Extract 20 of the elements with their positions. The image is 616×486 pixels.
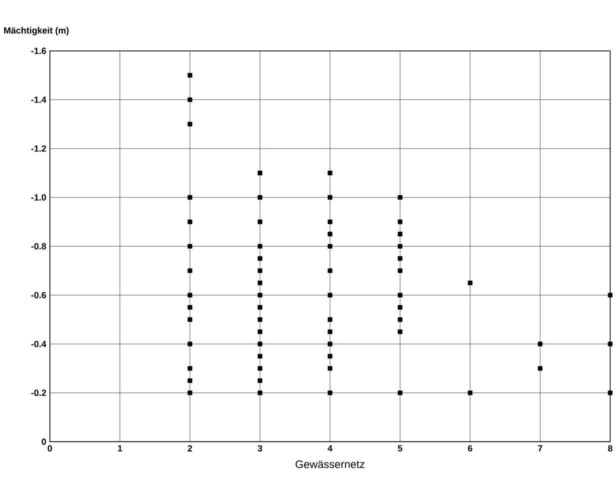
x-tick-label: 4 [328,445,332,452]
y-tick-label: -0.8 [31,243,46,250]
x-tick-label: 0 [48,445,52,452]
y-tick-label: 0 [42,438,46,446]
x-tick-label: 2 [188,445,192,452]
x-tick-label: 1 [118,445,122,452]
y-tick-label: -1.0 [31,194,46,201]
y-tick-label: -1.2 [31,146,46,152]
y-tick-label: -0.6 [31,292,46,299]
y-tick-label: -0.4 [31,341,46,348]
y-axis-title: Mächtigkeit (m) [4,27,69,36]
y-tick-label: -1.4 [31,96,46,103]
x-tick-label: 8 [608,445,612,452]
y-tick-label: -1.6 [31,48,46,54]
x-tick-label: 5 [398,445,402,452]
x-tick-label: 6 [468,445,472,452]
x-axis-title: Gewässernetz [296,460,364,468]
y-tick-label: -0.2 [31,390,46,396]
x-tick-label: 7 [538,445,542,452]
x-tick-label: 3 [258,445,262,452]
